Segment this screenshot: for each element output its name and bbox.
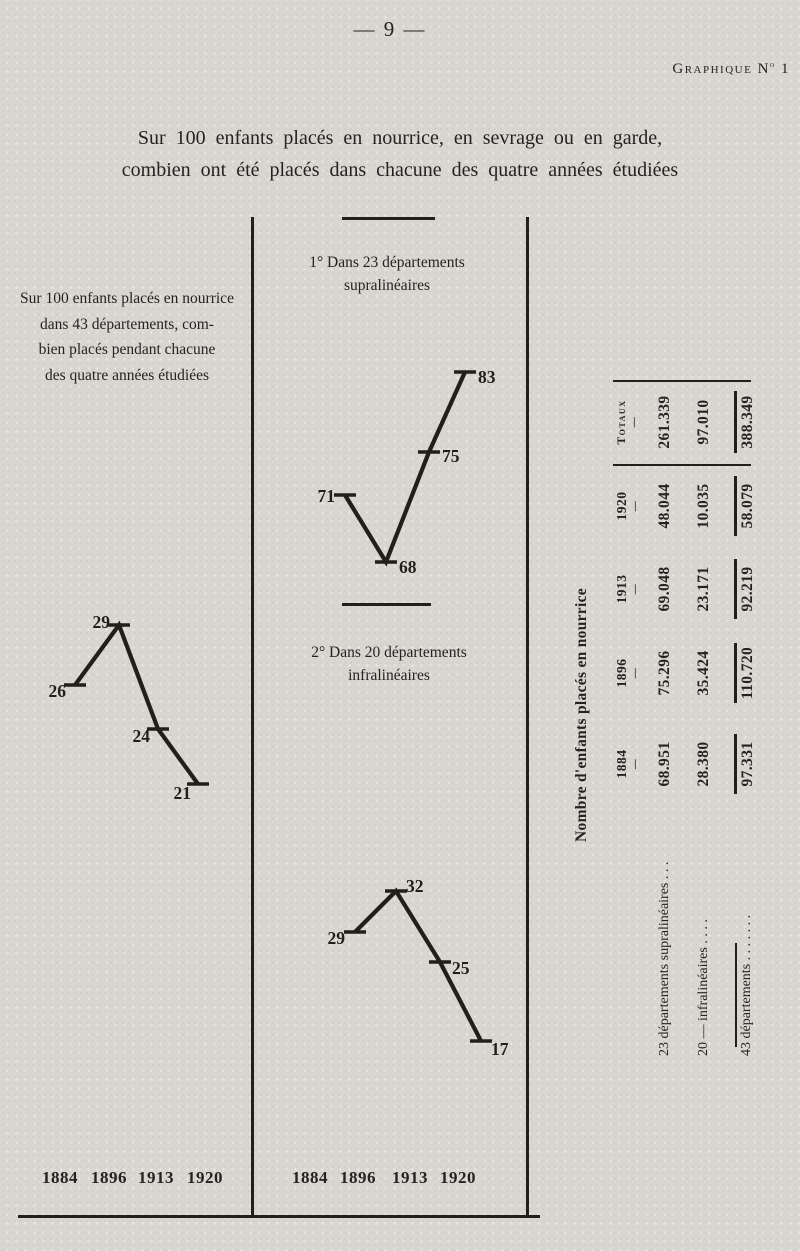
chart-line — [353, 887, 483, 1042]
col-header-text: 1896 — [613, 658, 629, 688]
header-dash: — — [628, 416, 640, 428]
data-point-label: 75 — [442, 446, 460, 466]
data-point-label: 26 — [49, 681, 67, 701]
x-axis-year-label: 1920 — [440, 1168, 476, 1187]
table-title: Nombre d'enfants placés en nourrice — [573, 588, 590, 842]
data-point-label: 17 — [491, 1039, 509, 1059]
value-cell: 69.048 — [655, 566, 673, 612]
total-cell: 58.079 — [723, 464, 767, 548]
sum-rule — [734, 391, 737, 453]
header-dash: — — [629, 758, 641, 770]
x-axis-year-label: 1896 — [340, 1168, 376, 1187]
value-cell-total: 261.339 — [655, 395, 673, 449]
total-value: 388.349 — [738, 395, 756, 449]
data-point-label: 29 — [328, 928, 346, 948]
data-point-label: 68 — [399, 557, 417, 577]
data-point-label: 32 — [406, 876, 424, 896]
data-point-label: 21 — [174, 783, 192, 803]
value-cell: 75.296 — [655, 650, 673, 696]
figure-caption-label: Graphique — [672, 61, 753, 77]
data-point-label: 71 — [318, 486, 336, 506]
chart-line — [343, 371, 467, 567]
header-dash: — — [629, 500, 641, 512]
col-header-1896: 1896— — [611, 630, 645, 716]
col-header-1884: 1884— — [611, 716, 645, 812]
total-cell: 97.331 — [723, 716, 767, 812]
chart1-caption-line1: 1° Dans 23 départements — [309, 254, 465, 271]
caption-line: dans 43 départements, com- — [40, 315, 214, 333]
chart2-caption-line2: infralinéaires — [348, 667, 430, 684]
sum-rule — [734, 943, 738, 1047]
col-header-1913: 1913— — [611, 548, 645, 630]
x-axis-year-label: 1913 — [392, 1168, 428, 1187]
total-value: 92.219 — [738, 566, 756, 612]
column-divider-right — [526, 217, 529, 1218]
col-header-text: Totaux — [615, 399, 628, 445]
x-axis-year-label: 1896 — [91, 1168, 127, 1187]
sum-rule — [734, 559, 737, 619]
page-number: — 9 — — [353, 17, 427, 41]
header-dash: — — [629, 583, 641, 595]
row-label-supralineaires: 23 départements supralinéaires . . . — [656, 861, 672, 1056]
total-cell: 92.219 — [723, 548, 767, 630]
data-point-label: 83 — [478, 367, 496, 387]
caption-line: bien placés pendant chacune — [38, 341, 216, 358]
value-cell: 35.424 — [694, 650, 712, 696]
col-header-1920: 1920— — [611, 464, 645, 548]
column-divider-left — [251, 217, 254, 1218]
sum-rule — [734, 643, 737, 703]
chart1-caption-line2: supralinéaires — [343, 277, 431, 294]
sum-rule — [734, 476, 737, 536]
value-cell: 68.951 — [655, 741, 673, 787]
x-axis-year-label: 1884 — [292, 1168, 328, 1187]
col-header-text: 1884 — [613, 749, 629, 779]
table-corner-cell — [611, 812, 645, 1060]
x-axis-year-label: 1884 — [42, 1168, 78, 1187]
row-label-infralineaires: 20 — infralinéaires . . . . — [695, 919, 711, 1056]
x-axis-year-label: 1913 — [138, 1168, 174, 1187]
value-cell-total: 97.010 — [694, 399, 712, 445]
section-rule-middle — [342, 603, 431, 606]
data-point-label: 24 — [133, 726, 151, 746]
total-value: 110.720 — [738, 646, 756, 700]
x-axis-year-label: 1920 — [187, 1168, 223, 1187]
total-cell: 110.720 — [723, 630, 767, 716]
chart2-caption: 2° Dans 20 départements infralinéaires — [280, 641, 498, 687]
value-cell: 10.035 — [694, 483, 712, 529]
figure-caption-number: 1 — [781, 61, 790, 77]
total-value: 58.079 — [738, 483, 756, 529]
main-title-line1: Sur 100 enfants placés en nourrice, en s… — [137, 127, 663, 149]
value-cell: 28.380 — [694, 741, 712, 787]
col-header-totaux: Totaux — — [611, 380, 645, 464]
figure-ordinal: No — [757, 59, 776, 77]
col-header-text: 1920 — [613, 491, 629, 521]
caption-line: des quatre années étudiées — [45, 366, 209, 384]
section-rule-top — [342, 217, 435, 220]
value-cell: 23.171 — [694, 566, 712, 612]
total-cell: 388.349 — [723, 380, 767, 464]
main-title-line2: combien ont été placés dans chacune des … — [121, 159, 679, 181]
data-point-label: 29 — [93, 612, 111, 632]
row-label-total: 43 départements . . . . . . . — [723, 812, 767, 1060]
chart2-caption-line1: 2° Dans 20 départements — [311, 644, 467, 661]
rotated-data-table: Nombre d'enfants placés en nourrice 1884… — [573, 380, 800, 1060]
row-label-text: 43 départements . . . . . . . — [739, 914, 755, 1056]
total-value: 97.331 — [738, 741, 756, 787]
data-point-label: 25 — [452, 958, 470, 978]
chart-line — [73, 620, 200, 786]
chart1-caption: 1° Dans 23 départements supralinéaires — [278, 251, 496, 297]
col-header-text: 1913 — [613, 574, 629, 604]
baseline-rule — [18, 1215, 540, 1218]
caption-line: Sur 100 enfants placés en nourrice — [20, 290, 234, 307]
header-dash: — — [629, 667, 641, 679]
table-grid: 1884— 1896— 1913— 1920— Totaux — 23 dépar… — [611, 380, 767, 1060]
value-cell: 48.044 — [655, 483, 673, 529]
sum-rule — [734, 734, 737, 794]
left-chart-caption: Sur 100 enfants placés en nourrice dans … — [16, 286, 238, 388]
ordinal-sup: o — [769, 59, 776, 69]
figure-caption: Graphique No 1 — [672, 59, 790, 78]
